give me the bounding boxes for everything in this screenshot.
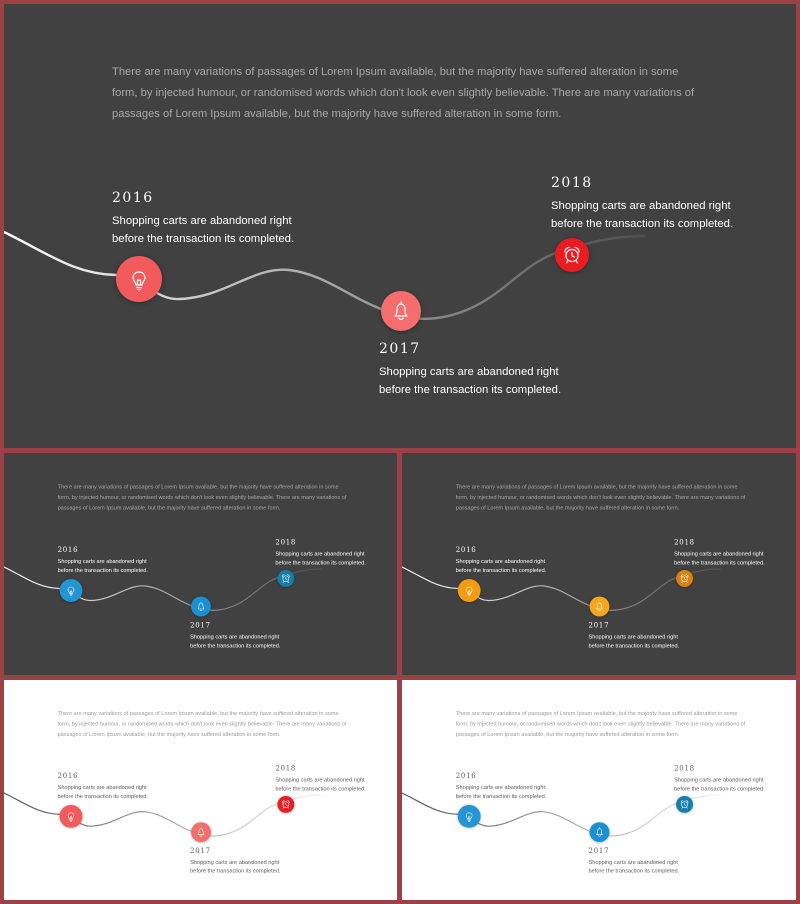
milestone-node-2017: [381, 291, 421, 331]
milestone-description: Shopping carts are abandoned right befor…: [57, 558, 148, 574]
alarm-clock-icon: [680, 800, 689, 809]
milestone-description: Shopping carts are abandoned right befor…: [190, 634, 281, 649]
milestone-year: 2016: [455, 546, 477, 554]
milestone-description: Shopping carts are abandoned right befor…: [455, 558, 547, 574]
lightbulb-icon: [67, 812, 75, 822]
intro-paragraph: There are many variations of passages of…: [455, 484, 746, 511]
timeline-slide-4: There are many variations of passages of…: [4, 680, 397, 900]
alarm-clock-icon: [564, 246, 580, 264]
intro-paragraph: There are many variations of passages of…: [112, 66, 695, 120]
milestone-description: Shopping carts are abandoned right befor…: [455, 784, 547, 800]
milestone-description: Shopping carts are abandoned right befor…: [674, 777, 765, 792]
intro-paragraph: There are many variations of passages of…: [57, 710, 347, 738]
milestone-year: 2017: [379, 341, 421, 357]
lightbulb-icon: [67, 586, 75, 597]
milestone-description: Shopping carts are abandoned right befor…: [379, 366, 562, 396]
milestone-year: 2018: [674, 764, 695, 773]
milestone-description: Shopping carts are abandoned right befor…: [190, 859, 281, 875]
milestone-year: 2017: [190, 846, 211, 855]
milestone-description: Shopping carts are abandoned right befor…: [57, 784, 148, 800]
milestone-year: 2018: [275, 764, 297, 773]
milestone-year: 2017: [588, 846, 610, 855]
intro-paragraph: There are many variations of passages of…: [57, 484, 347, 511]
bell-icon: [394, 301, 408, 321]
timeline-slide-1: There are many variations of passages of…: [4, 4, 796, 448]
milestone-node-2017: [191, 822, 211, 843]
alarm-clock-icon: [282, 574, 290, 583]
lightbulb-icon: [465, 586, 473, 597]
bell-icon: [197, 827, 205, 837]
alarm-clock-icon: [282, 800, 290, 809]
lightbulb-icon: [132, 271, 146, 291]
alarm-clock-icon: [680, 574, 689, 583]
milestone-description: Shopping carts are abandoned right befor…: [112, 215, 295, 245]
milestone-year: 2016: [112, 190, 154, 206]
milestone-description: Shopping carts are abandoned right befor…: [275, 777, 366, 792]
milestone-node-2016: [457, 579, 481, 602]
milestone-node-2018: [277, 570, 295, 587]
timeline-slide-2: There are many variations of passages of…: [4, 453, 397, 675]
milestone-description: Shopping carts are abandoned right befor…: [588, 859, 680, 875]
milestone-node-2016: [59, 804, 83, 828]
milestone-node-2017: [589, 596, 610, 617]
milestone-node-2016: [116, 256, 162, 302]
milestone-year: 2016: [455, 772, 477, 781]
milestone-node-2016: [457, 804, 481, 828]
milestone-year: 2018: [275, 538, 297, 547]
intro-paragraph: There are many variations of passages of…: [455, 710, 746, 738]
timeline-slide-3: There are many variations of passages of…: [402, 453, 796, 675]
milestone-node-2017: [191, 596, 211, 617]
bell-icon: [596, 601, 603, 612]
milestone-year: 2016: [57, 772, 79, 781]
milestone-description: Shopping carts are abandoned right befor…: [674, 551, 765, 566]
lightbulb-icon: [465, 812, 473, 822]
milestone-year: 2017: [588, 621, 610, 630]
milestone-year: 2018: [551, 175, 593, 191]
bell-icon: [596, 827, 603, 837]
milestone-node-2018: [676, 795, 694, 813]
milestone-node-2018: [555, 238, 589, 272]
milestone-year: 2018: [674, 538, 695, 547]
milestone-node-2018: [676, 570, 694, 587]
milestone-description: Shopping carts are abandoned right befor…: [551, 200, 734, 230]
timeline-slide-5: There are many variations of passages of…: [402, 680, 796, 900]
milestone-description: Shopping carts are abandoned right befor…: [588, 634, 680, 649]
bell-icon: [197, 601, 205, 612]
milestone-year: 2016: [57, 546, 79, 554]
milestone-node-2017: [589, 822, 610, 843]
milestone-description: Shopping carts are abandoned right befor…: [275, 551, 366, 566]
milestone-node-2016: [59, 579, 83, 602]
milestone-node-2018: [277, 795, 295, 813]
milestone-year: 2017: [190, 621, 211, 630]
